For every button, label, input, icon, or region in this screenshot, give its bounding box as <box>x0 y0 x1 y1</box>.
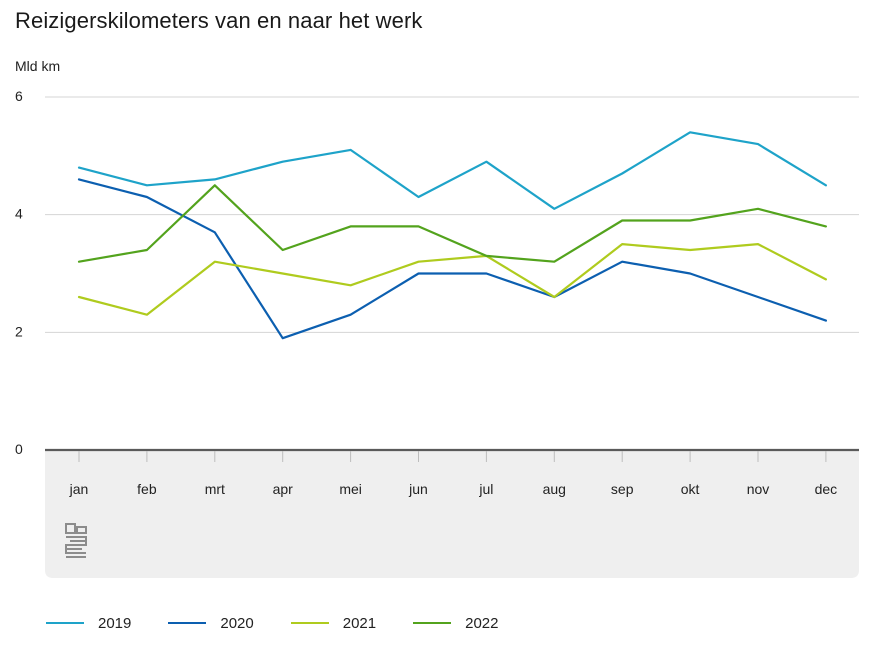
x-tick-label: jun <box>408 481 428 497</box>
legend-label: 2019 <box>98 614 132 632</box>
x-tick-label: feb <box>137 481 157 497</box>
y-tick-label: 0 <box>15 441 23 457</box>
legend-label: 2022 <box>465 614 499 632</box>
x-tick-label: nov <box>747 481 770 497</box>
y-tick-label: 6 <box>15 88 23 104</box>
legend-swatch <box>46 622 84 624</box>
series-line-2021 <box>77 243 828 316</box>
legend-item-2019: 2019 <box>46 615 131 632</box>
x-tick-label: mrt <box>205 481 225 497</box>
legend-swatch <box>290 622 329 624</box>
legend: 2019 2020 2021 2022 <box>46 612 536 634</box>
series-line-2022 <box>77 184 828 263</box>
x-tick-label: dec <box>815 481 838 497</box>
series-line-2019 <box>77 131 828 210</box>
legend-label: 2021 <box>342 614 377 632</box>
x-tick-label: mei <box>339 481 362 497</box>
legend-label: 2020 <box>220 614 254 632</box>
y-axis-label: Mld km <box>15 58 60 74</box>
chart-title: Reizigerskilometers van en naar het werk <box>15 8 423 33</box>
cbs-logo-icon <box>65 523 87 558</box>
y-tick-label: 2 <box>15 323 23 339</box>
x-tick-label: sep <box>611 481 634 497</box>
x-tick-label: apr <box>273 481 294 497</box>
y-tick-label: 4 <box>15 206 23 222</box>
x-tick-label: jan <box>69 481 89 497</box>
legend-item-2020: 2020 <box>168 614 254 632</box>
x-tick-label: okt <box>681 481 700 497</box>
legend-swatch <box>168 622 207 624</box>
legend-swatch <box>413 622 452 624</box>
legend-item-2021: 2021 <box>290 614 377 632</box>
x-tick-label: jul <box>478 481 493 497</box>
x-tick-label: aug <box>543 481 566 497</box>
legend-item-2022: 2022 <box>413 614 499 632</box>
category-band <box>45 450 859 578</box>
series-line-2020 <box>77 178 828 340</box>
